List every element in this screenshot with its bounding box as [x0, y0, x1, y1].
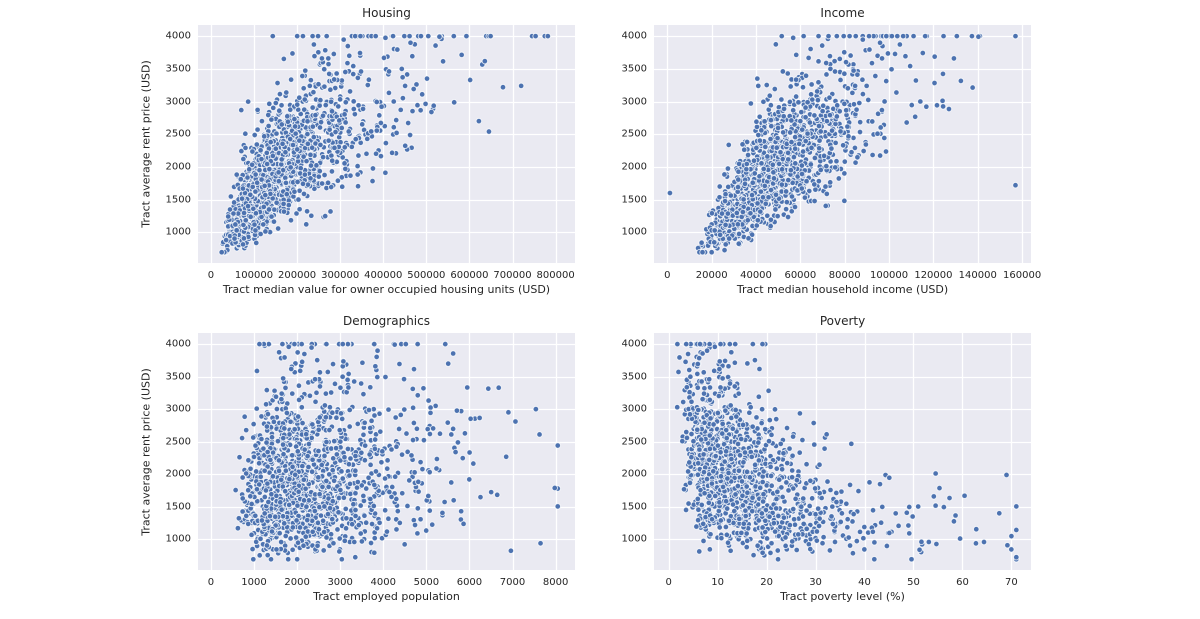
y-tick-label: 3500	[621, 371, 647, 383]
x-tick-label: 4000	[370, 577, 396, 588]
x-tick-label: 30	[809, 577, 822, 588]
x-tick-label: 0	[665, 577, 672, 588]
x-tick-label: 3000	[327, 577, 353, 588]
x-tick-label: 120000	[914, 270, 953, 281]
x-tick-label: 1000	[241, 577, 267, 588]
x-axis-label: Tract median value for owner occupied ho…	[222, 283, 551, 296]
x-tick-label: 60	[956, 577, 969, 588]
x-tick-label: 5000	[413, 577, 440, 588]
x-tick-label: 400000	[364, 270, 403, 281]
x-tick-label: 6000	[456, 577, 483, 588]
x-tick-label: 70	[1005, 577, 1018, 588]
x-tick-label: 8000	[542, 577, 569, 588]
x-axis-label: Tract median household income (USD)	[736, 283, 949, 296]
y-tick-label: 4000	[621, 30, 647, 42]
y-tick-label: 2000	[621, 468, 647, 480]
x-tick-label: 200000	[278, 270, 317, 281]
x-tick-label: 0	[664, 270, 671, 281]
x-tick-label: 0	[207, 577, 215, 588]
x-tick-label: 500000	[407, 270, 446, 281]
scatter-canvas-demographics	[198, 333, 575, 570]
x-tick-label: 50	[907, 577, 920, 588]
x-tick-label: 7000	[499, 577, 526, 588]
x-tick-label: 60000	[784, 270, 817, 281]
y-tick-label: 1000	[165, 533, 191, 545]
x-tick-label: 2000	[284, 577, 310, 588]
x-tick-label: 160000	[1003, 270, 1042, 281]
y-tick-label: 3500	[165, 63, 191, 75]
x-tick-label: 140000	[958, 270, 997, 281]
x-tick-label: 700000	[493, 270, 532, 281]
y-tick-label: 3000	[165, 403, 191, 415]
x-tick-label: 40000	[740, 270, 772, 281]
subplot-demographics: Demographics Tract average rent price (U…	[140, 314, 575, 603]
y-tick-label: 3000	[621, 403, 647, 415]
y-tick-label: 4000	[165, 30, 191, 42]
subplot-poverty: Poverty 1000 1500 2000 2500 3000 3500 4000 0 10…	[622, 314, 1031, 603]
x-tick-label: 20	[760, 577, 773, 588]
y-tick-label: 2000	[165, 468, 191, 480]
subplot-title-housing: Housing	[362, 6, 411, 20]
y-tick-label: 3000	[165, 96, 191, 107]
y-tick-label: 3500	[165, 371, 191, 383]
y-tick-label: 2500	[621, 436, 647, 448]
y-tick-label: 1000	[621, 226, 647, 238]
y-axis-label: Tract average rent price (USD)	[139, 367, 153, 536]
y-tick-label: 2000	[165, 161, 191, 173]
x-axis-label: Tract poverty level (%)	[780, 590, 905, 603]
x-axis-label: Tract employed population	[313, 590, 460, 603]
subplot-housing: Housing Tract average rent price (USD) 1…	[140, 6, 575, 296]
y-tick-label: 2500	[621, 128, 647, 140]
y-tick-label: 2500	[165, 436, 191, 448]
x-tick-label: 40	[858, 577, 871, 588]
x-tick-label: 800000	[536, 270, 575, 281]
y-tick-label: 1000	[621, 533, 647, 545]
x-tick-labels: 0 10 20 30 40 50 60 70	[654, 570, 1031, 588]
subplot-title-income: Income	[820, 6, 865, 20]
y-tick-label: 1500	[621, 501, 647, 513]
subplot-income: Income 1000 1500 2000 2500 3000 3500 4000 0 200…	[622, 6, 1042, 296]
scatter-canvas-poverty	[654, 333, 1031, 570]
x-tick-label: 20000	[695, 270, 728, 281]
y-tick-label: 2000	[621, 161, 647, 173]
x-tick-label: 600000	[450, 270, 489, 281]
subplot-title-poverty: Poverty	[819, 314, 866, 328]
scatter-canvas-housing	[198, 25, 575, 263]
y-axis-label: Tract average rent price (USD)	[139, 60, 153, 228]
y-tick-label: 4000	[621, 338, 647, 350]
y-tick-label: 3500	[621, 63, 647, 75]
y-tick-label: 1500	[621, 194, 647, 206]
x-tick-labels: 0 20000 40000 60000 80000 100000 120000 140000 1…	[654, 263, 1041, 281]
y-tick-label: 3000	[621, 96, 647, 107]
scatter-canvas-income	[654, 25, 1031, 263]
x-tick-label: 10	[711, 577, 725, 588]
x-tick-label: 300000	[321, 270, 360, 281]
x-tick-label: 80000	[828, 270, 861, 281]
y-tick-label: 1000	[165, 226, 191, 238]
y-tick-label: 2500	[165, 128, 191, 140]
x-tick-label: 100000	[234, 270, 274, 281]
y-tick-label: 4000	[165, 338, 191, 350]
x-tick-labels: 0 1000 2000 3000 4000 5000 6000 7000 8000	[198, 570, 575, 588]
y-tick-label: 1500	[165, 194, 191, 206]
x-tick-labels: 0 100000 200000 300000 400000 500000 600000 700…	[198, 263, 575, 281]
y-tick-label: 1500	[165, 501, 191, 513]
x-tick-label: 0	[207, 270, 215, 281]
x-tick-label: 100000	[869, 270, 909, 281]
subplot-title-demographics: Demographics	[343, 314, 430, 328]
